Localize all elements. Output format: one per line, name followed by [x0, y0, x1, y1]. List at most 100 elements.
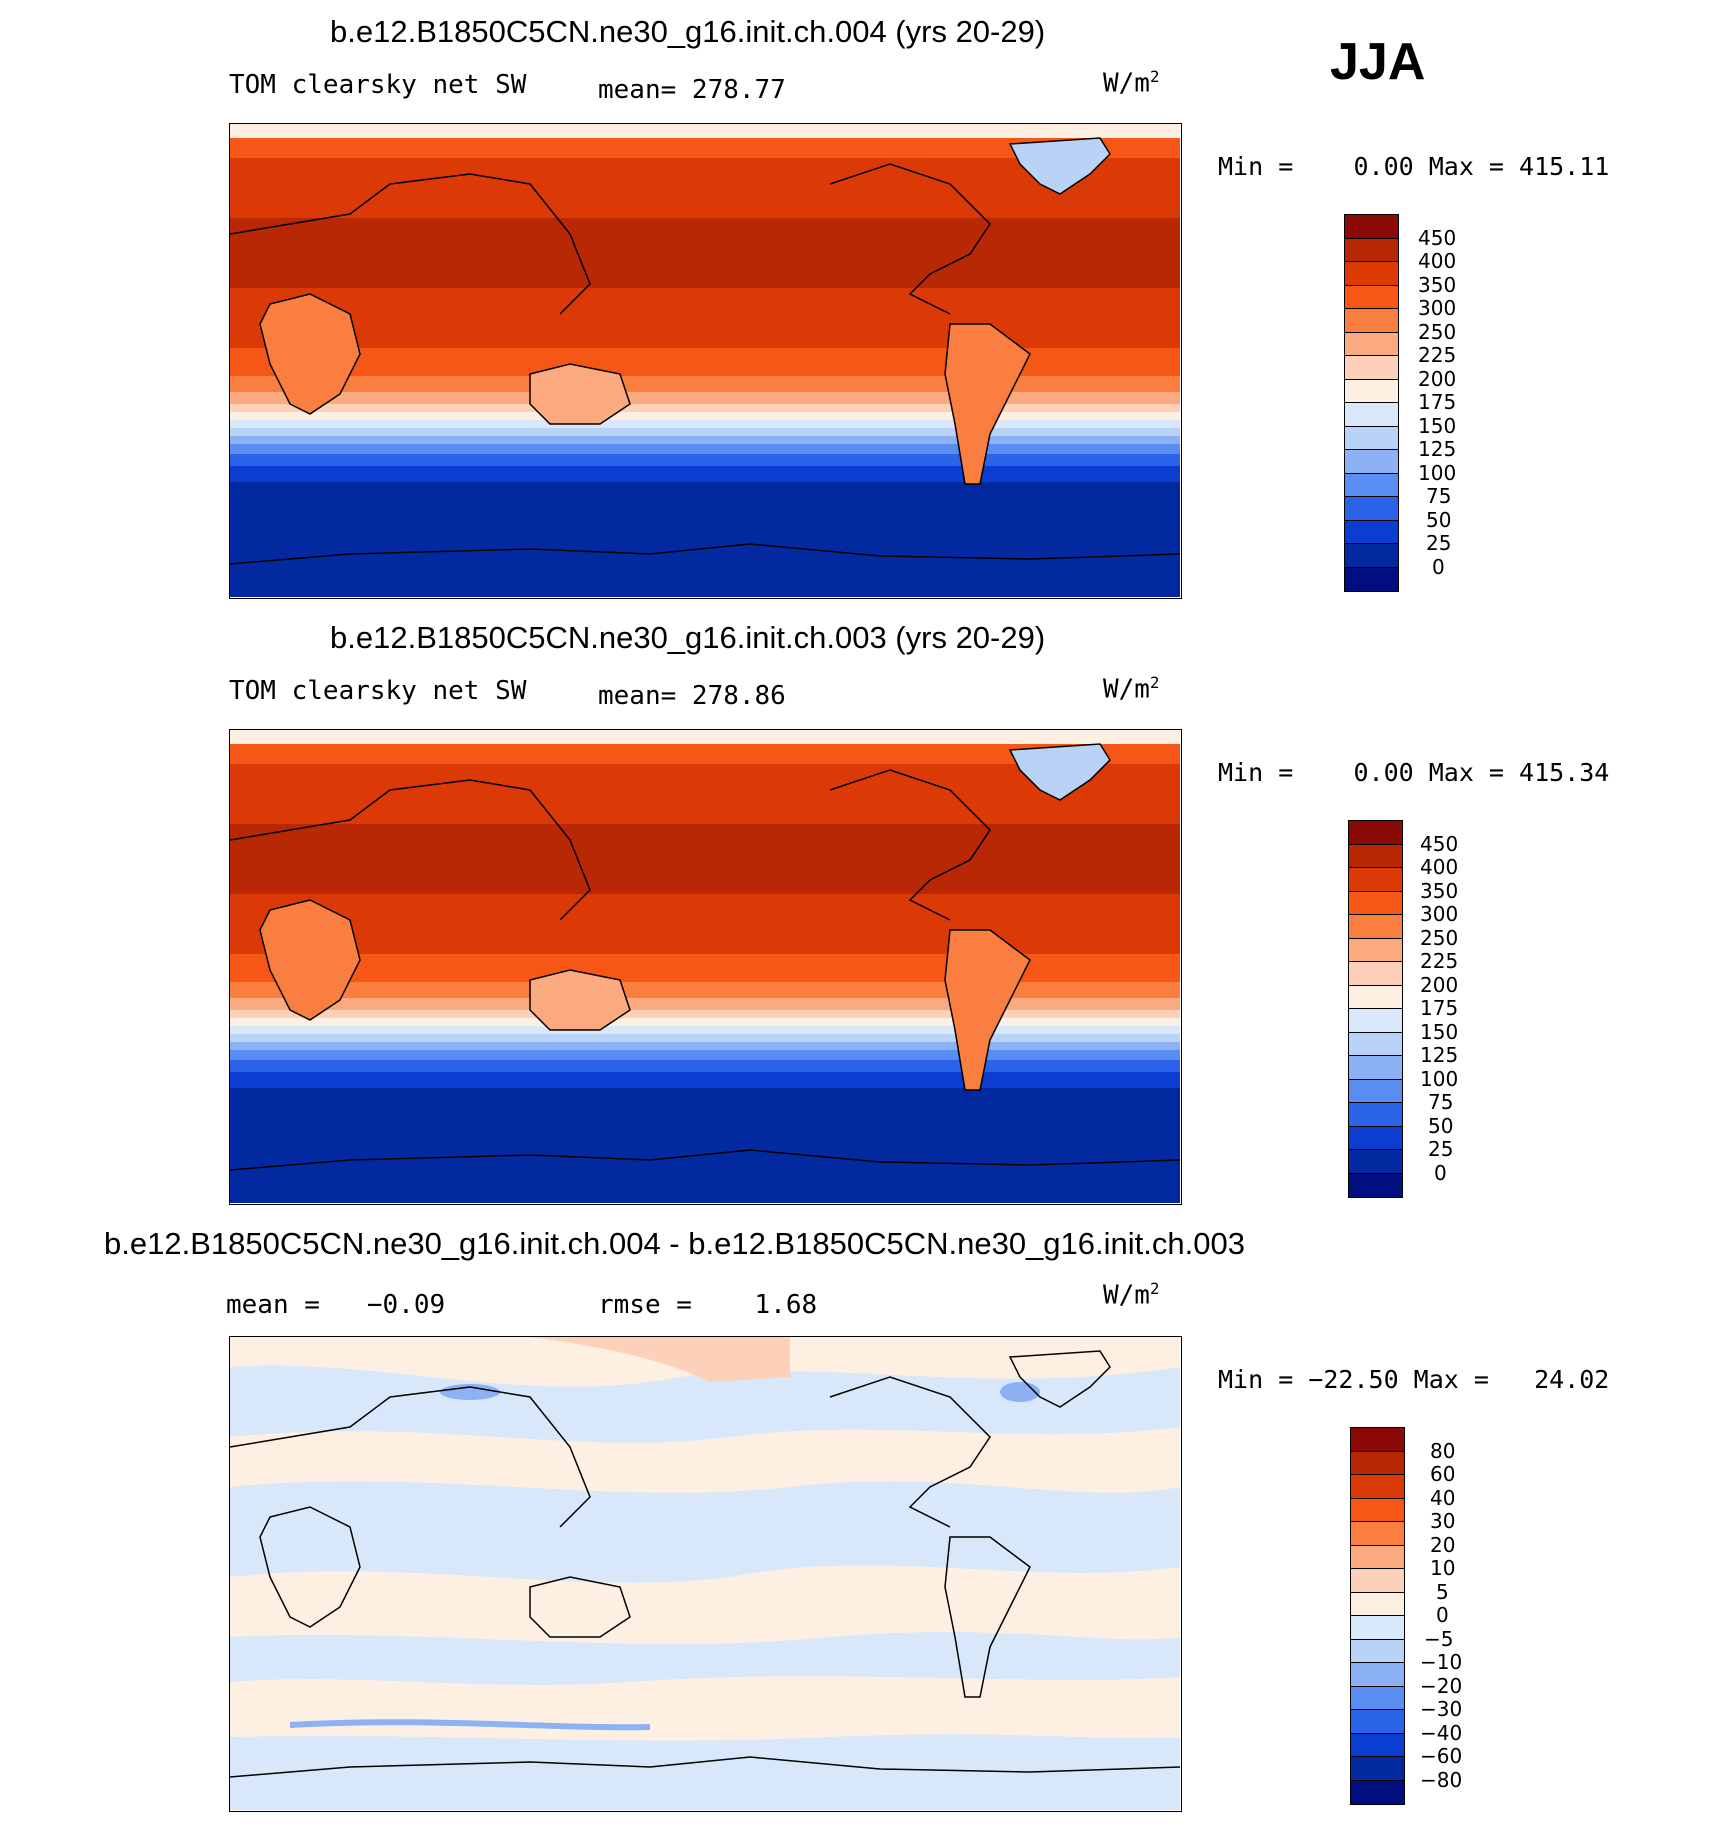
panel-1-colorbar: [1344, 214, 1399, 592]
panel-3-minmax: Min = −22.50 Max = 24.02: [1218, 1365, 1610, 1394]
colorbar-swatch: [1351, 1592, 1404, 1616]
colorbar-tick-label: 50: [1428, 1114, 1454, 1138]
colorbar-swatch: [1345, 285, 1398, 309]
colorbar-swatch: [1351, 1569, 1404, 1593]
colorbar-swatch: [1349, 891, 1402, 915]
colorbar-tick-label: 0: [1434, 1161, 1447, 1185]
panel-2-units: W/m2: [1103, 674, 1160, 705]
colorbar-tick-label: −20: [1420, 1674, 1463, 1698]
colorbar-swatch: [1349, 1126, 1402, 1150]
colorbar-tick-label: 200: [1418, 367, 1457, 391]
colorbar-swatch: [1349, 1173, 1402, 1197]
panel-3-rmse-label: rmse = 1.68: [598, 1290, 818, 1320]
colorbar-tick-label: 75: [1428, 1090, 1454, 1114]
colorbar-swatch: [1351, 1733, 1404, 1757]
panel-1-map: [229, 123, 1182, 599]
colorbar-tick-label: 300: [1418, 296, 1457, 320]
colorbar-swatch: [1345, 450, 1398, 474]
colorbar-tick-label: 350: [1420, 879, 1459, 903]
colorbar-tick-label: 125: [1420, 1043, 1459, 1067]
colorbar-swatch: [1351, 1616, 1404, 1640]
colorbar-tick-label: 100: [1420, 1067, 1459, 1091]
colorbar-tick-label: 25: [1428, 1137, 1454, 1161]
colorbar-tick-label: 80: [1430, 1439, 1456, 1463]
colorbar-tick-label: −5: [1424, 1627, 1454, 1651]
colorbar-swatch: [1345, 215, 1398, 239]
colorbar-swatch: [1345, 379, 1398, 403]
colorbar-tick-label: 450: [1418, 226, 1457, 250]
colorbar-swatch: [1349, 1079, 1402, 1103]
colorbar-swatch: [1345, 520, 1398, 544]
panel-2-mean-label: mean= 278.86: [598, 681, 786, 711]
colorbar-tick-label: 60: [1430, 1462, 1456, 1486]
colorbar-swatch: [1349, 938, 1402, 962]
colorbar-tick-label: 225: [1420, 949, 1459, 973]
colorbar-swatch: [1345, 426, 1398, 450]
colorbar-swatch: [1351, 1663, 1404, 1687]
season-label: JJA: [1330, 33, 1426, 91]
colorbar-swatch: [1351, 1639, 1404, 1663]
colorbar-swatch: [1351, 1686, 1404, 1710]
colorbar-swatch: [1349, 915, 1402, 939]
panel-1-units: W/m2: [1103, 68, 1160, 99]
colorbar-swatch: [1351, 1428, 1404, 1452]
colorbar-swatch: [1351, 1545, 1404, 1569]
colorbar-tick-label: 25: [1426, 531, 1452, 555]
colorbar-swatch: [1349, 821, 1402, 845]
colorbar-tick-label: 40: [1430, 1486, 1456, 1510]
colorbar-swatch: [1349, 962, 1402, 986]
colorbar-swatch: [1345, 497, 1398, 521]
colorbar-tick-label: −10: [1420, 1650, 1463, 1674]
colorbar-swatch: [1349, 868, 1402, 892]
colorbar-tick-label: 125: [1418, 437, 1457, 461]
colorbar-tick-label: 150: [1420, 1020, 1459, 1044]
colorbar-swatch: [1349, 1032, 1402, 1056]
colorbar-tick-label: 225: [1418, 343, 1457, 367]
colorbar-tick-label: 450: [1420, 832, 1459, 856]
colorbar-swatch: [1351, 1451, 1404, 1475]
colorbar-swatch: [1349, 1103, 1402, 1127]
colorbar-swatch: [1351, 1710, 1404, 1734]
panel-3-title: b.e12.B1850C5CN.ne30_g16.init.ch.004 - b…: [104, 1226, 1245, 1261]
colorbar-tick-label: 400: [1418, 249, 1457, 273]
colorbar-swatch: [1349, 1009, 1402, 1033]
colorbar-swatch: [1349, 1150, 1402, 1174]
colorbar-swatch: [1349, 1056, 1402, 1080]
colorbar-swatch: [1345, 544, 1398, 568]
colorbar-tick-label: 10: [1430, 1556, 1456, 1580]
panel-3-units: W/m2: [1103, 1280, 1160, 1311]
colorbar-tick-label: 175: [1420, 996, 1459, 1020]
colorbar-tick-label: 350: [1418, 273, 1457, 297]
colorbar-tick-label: 300: [1420, 902, 1459, 926]
colorbar-tick-label: 20: [1430, 1533, 1456, 1557]
colorbar-swatch: [1345, 238, 1398, 262]
colorbar-swatch: [1351, 1498, 1404, 1522]
colorbar-swatch: [1349, 844, 1402, 868]
panel-1-variable-label: TOM clearsky net SW: [229, 70, 527, 100]
panel-3-colorbar: [1350, 1427, 1405, 1805]
panel-1-title: b.e12.B1850C5CN.ne30_g16.init.ch.004 (yr…: [330, 14, 1046, 49]
colorbar-swatch: [1345, 356, 1398, 380]
colorbar-tick-label: −40: [1420, 1721, 1463, 1745]
colorbar-swatch: [1345, 309, 1398, 333]
colorbar-tick-label: 0: [1436, 1603, 1449, 1627]
colorbar-swatch: [1351, 1522, 1404, 1546]
colorbar-swatch: [1345, 332, 1398, 356]
colorbar-swatch: [1345, 262, 1398, 286]
colorbar-swatch: [1351, 1475, 1404, 1499]
colorbar-tick-label: 100: [1418, 461, 1457, 485]
colorbar-swatch: [1345, 567, 1398, 591]
panel-2-minmax: Min = 0.00 Max = 415.34: [1218, 758, 1610, 787]
colorbar-tick-label: 175: [1418, 390, 1457, 414]
colorbar-tick-label: 150: [1418, 414, 1457, 438]
colorbar-tick-label: 250: [1418, 320, 1457, 344]
colorbar-tick-label: −60: [1420, 1744, 1463, 1768]
colorbar-tick-label: 5: [1436, 1580, 1449, 1604]
colorbar-tick-label: 0: [1432, 555, 1445, 579]
panel-1-minmax: Min = 0.00 Max = 415.11: [1218, 152, 1610, 181]
colorbar-tick-label: 400: [1420, 855, 1459, 879]
colorbar-tick-label: 250: [1420, 926, 1459, 950]
colorbar-tick-label: −80: [1420, 1768, 1463, 1792]
colorbar-swatch: [1345, 403, 1398, 427]
colorbar-tick-label: 50: [1426, 508, 1452, 532]
